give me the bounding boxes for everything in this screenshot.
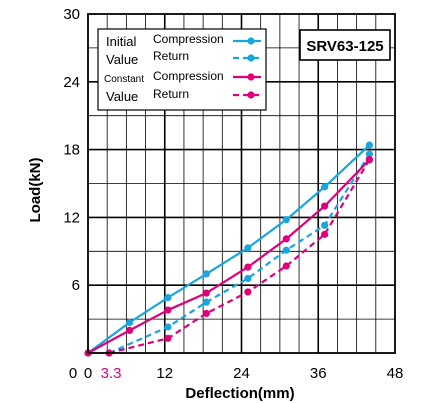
legend-swatch-marker-0 [247, 37, 255, 45]
legend-swatch-marker-2 [247, 73, 255, 81]
x-tick-label: 24 [233, 365, 250, 382]
series-line-0 [87, 144, 371, 354]
legend-group-0-line1: Initial [106, 34, 136, 49]
series-1-point [244, 274, 252, 283]
series-1-point [164, 323, 172, 331]
y-tick-label: 24 [63, 74, 80, 91]
y-tick-label: 30 [63, 6, 80, 23]
series-0-point [321, 183, 329, 191]
model-badge-label: SRV63-125 [306, 38, 383, 55]
plot-frame [87, 13, 396, 354]
series-2-point [282, 235, 290, 243]
series-1-point [202, 298, 210, 306]
series-1-point [321, 221, 329, 229]
axis-ticks: 0 12 24 36 48 3.3 6 12 18 24 30 0 [63, 6, 403, 382]
x-tick-label: 12 [156, 365, 173, 382]
legend-group-0-line2: Value [106, 52, 138, 67]
legend-series-2-label: Compression [153, 69, 224, 83]
y-tick-label: 18 [63, 142, 80, 159]
series-2-point [321, 202, 329, 210]
model-badge-box [299, 29, 391, 61]
series-0-point [244, 244, 252, 252]
series-3-point [164, 334, 172, 342]
series-markers [84, 141, 374, 357]
legend-swatch-marker-1 [247, 54, 255, 62]
legend-series-3-label: Return [153, 87, 189, 101]
legend-swatch-marker-3 [247, 91, 255, 99]
legend-box [97, 28, 267, 111]
series-0-point [202, 270, 210, 278]
series-1-point [282, 246, 290, 254]
origin-label: 0 [69, 365, 77, 382]
y-axis-title: Load(kN) [27, 158, 44, 223]
series-3-point [282, 262, 290, 270]
series-3-point [365, 156, 374, 164]
series-1-point [365, 150, 374, 158]
y-tick-label: 6 [72, 277, 80, 294]
legend-group-1-line1: Constant [104, 74, 144, 85]
series-2-point [164, 306, 172, 314]
series-0-point [282, 216, 290, 224]
series-0-point [164, 294, 172, 302]
legend-series-0-label: Compression [153, 32, 224, 46]
legend: Initial Value Constant Value Compression… [97, 28, 267, 111]
x-tick-label: 0 [84, 365, 92, 382]
y-tick-label: 12 [63, 209, 80, 226]
legend-series-1-label: Return [153, 49, 189, 63]
x-axis-title: Deflection(mm) [185, 385, 294, 402]
series-0-point [125, 318, 134, 327]
series-3-point [244, 288, 252, 296]
x-tick-label: 48 [387, 365, 404, 382]
legend-swatches [233, 37, 261, 99]
series-3-point [321, 230, 329, 238]
series-3-point [202, 309, 210, 318]
series-2-point [202, 289, 210, 297]
series-line-2 [87, 159, 371, 354]
series-0-point [365, 141, 374, 149]
x-tick-label: 36 [310, 365, 327, 382]
legend-group-1-line2: Value [106, 89, 138, 104]
series-2-point [125, 326, 134, 334]
series-line-3 [108, 159, 371, 355]
series-2-point [244, 263, 252, 271]
x-tick-label-special: 3.3 [101, 365, 122, 382]
